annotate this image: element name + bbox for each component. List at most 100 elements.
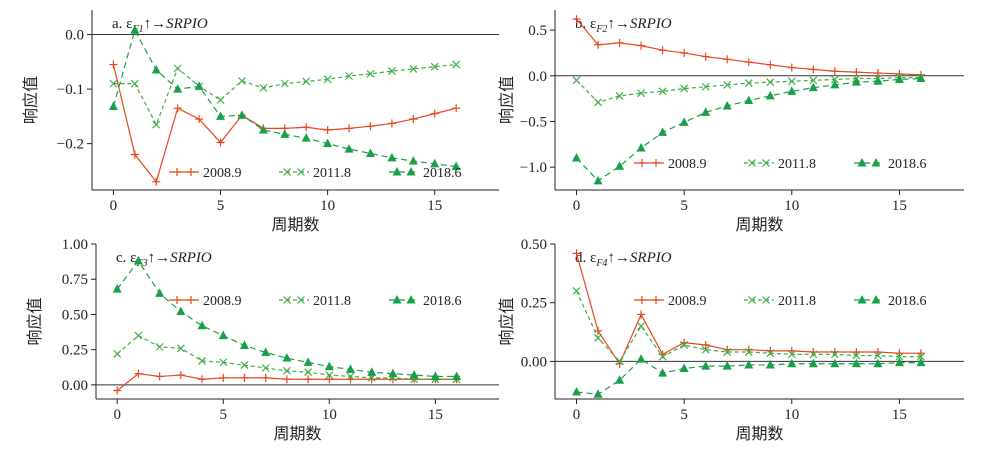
legend-label: 2008.9 [668,157,707,172]
data-point [323,138,333,148]
data-point [765,90,775,100]
legend-label: 2008.9 [668,294,707,309]
data-point [259,84,268,92]
data-point [787,350,796,359]
legend-marker [283,296,291,304]
data-point [680,341,689,349]
data-point [701,345,710,354]
y-axis-label: 响应值 [25,297,44,345]
x-tick-label: 5 [217,198,225,214]
data-point [787,77,796,86]
data-point [409,370,419,379]
data-point [852,351,861,360]
data-point [766,349,775,358]
legend-label: 2018.6 [423,294,462,309]
legend-label: 2018.6 [888,157,927,172]
legend-marker [406,295,416,304]
data-point [658,127,668,136]
y-tick-label: −0.1 [57,82,84,98]
data-point [173,84,183,93]
chart-panel-a: 0 5 10 15 0.0 −0.1 −0.2 周期数 响应值 a. εF1↑→SRPIO 2008… [21,10,499,234]
legend-marker [748,159,756,167]
title-prefix: a. ε [112,16,132,32]
data-point [130,79,139,88]
data-point [324,361,334,371]
data-point [615,91,624,100]
data-point [808,358,818,368]
data-point [766,78,775,87]
x-tick-label: 0 [573,198,581,214]
y-tick-label: 0.50 [62,307,88,323]
series-2 [572,354,926,398]
data-point [894,74,904,83]
title-prefix: d. ε [575,250,596,266]
panel-title: a. εF1↑→SRPIO [112,16,208,35]
data-point [198,357,206,365]
x-tick-label: 10 [784,407,799,423]
legend-marker [748,296,756,304]
x-axis-label: 周期数 [273,424,321,443]
data-point [594,334,602,342]
data-point [323,75,332,84]
data-point [658,368,668,377]
legend: 2008.9 2011.8 2018.6 [169,294,462,309]
y-tick-label: −0.2 [57,137,84,153]
data-point [367,367,377,376]
title-variable: SRPIO [166,16,208,32]
data-point [765,359,775,369]
title-variable: SRPIO [170,250,212,266]
data-point [787,86,797,95]
data-point [408,156,418,165]
series-0 [113,369,461,395]
data-point [572,153,582,162]
data-point [197,320,207,330]
title-arrow: ↑→ [148,250,171,266]
data-point [593,389,603,398]
x-axis-label: 周期数 [735,215,783,234]
data-point [830,350,839,359]
series-1 [572,287,925,366]
data-point [701,82,710,91]
data-point [636,142,646,152]
data-point [387,152,397,162]
data-point [722,100,732,110]
x-tick-label: 5 [680,198,688,214]
series-1 [109,60,461,129]
title-subscript: F4 [595,258,607,269]
legend-label: 2018.6 [888,294,927,309]
data-point [240,361,249,370]
legend: 2008.9 2011.8 2018.6 [634,294,927,309]
data-point [744,79,753,88]
data-point [572,76,581,85]
legend-marker [857,295,867,304]
title-subscript: F1 [131,24,143,35]
legend-marker [857,158,867,167]
data-point [282,366,291,375]
y-tick-label: 0.75 [62,272,88,288]
data-point [301,133,311,142]
legend-label: 2011.8 [778,294,816,309]
legend-marker [297,168,305,176]
x-axis-label: 周期数 [735,424,783,443]
data-point [452,371,462,380]
data-point [787,358,797,368]
x-tick-label: 5 [220,407,228,423]
x-tick-label: 10 [784,198,799,214]
data-point [615,161,625,170]
data-point [130,25,140,34]
chart-panel-c: 0 5 10 15 0.00 0.25 0.50 0.75 1.00 周期数 响应值 c. εF3↑→… [25,237,499,443]
y-tick-label: 0.25 [521,296,547,312]
x-tick-label: 15 [892,407,907,423]
data-point [282,353,292,362]
data-point [112,284,122,293]
y-tick-label: −0.5 [520,114,547,130]
data-point [873,351,882,360]
data-point [219,358,228,367]
legend-marker [283,168,291,176]
data-point [679,363,689,372]
legend-marker [392,295,402,304]
data-point [238,76,246,85]
data-point [194,81,204,90]
data-point [304,368,313,377]
